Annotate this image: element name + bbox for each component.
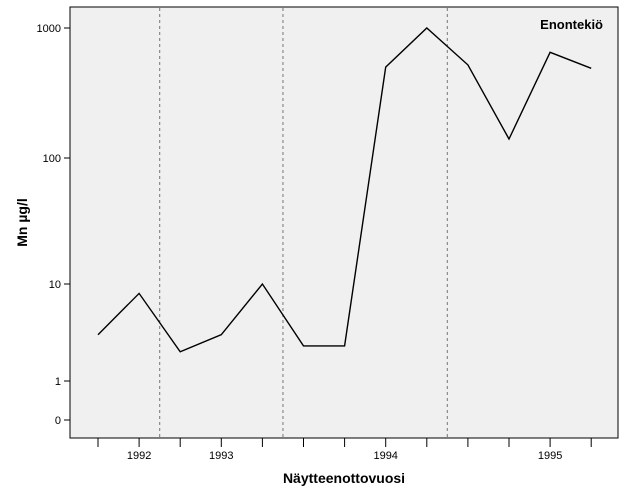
x-year-label: 1992 [127,450,151,462]
panel-label: Enontekiö [540,17,603,32]
x-year-label: 1993 [209,450,233,462]
x-axis: 1992 1993 1994 1995 [97,438,592,462]
y-tick-label: 0 [55,415,61,427]
y-axis-title: Mn µg/l [14,198,30,247]
y-tick-label: 10 [49,279,61,291]
y-tick-label: 1000 [37,23,61,35]
series-line [97,27,592,353]
plot-area [69,6,619,439]
x-year-label: 1994 [373,450,397,462]
x-axis-title: Näytteenottovuosi [283,470,405,486]
y-tick-label: 100 [43,153,61,165]
x-year-label: 1995 [538,450,562,462]
y-tick-label: 1 [55,376,61,388]
